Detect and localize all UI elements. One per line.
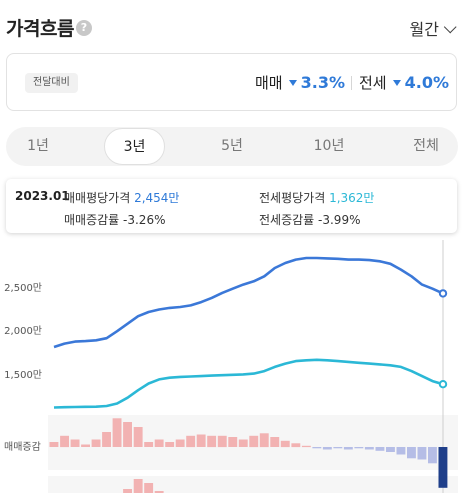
- series-endpoint-sale: [438, 289, 448, 298]
- sale-change-bar: [154, 439, 164, 447]
- tooltip-rent-rate-label: 전세증감률: [259, 213, 315, 227]
- sale-change-bar: [249, 435, 259, 448]
- sale-change-bar: [438, 447, 448, 488]
- tooltip-rent-rate-value: -3.99%: [318, 213, 361, 227]
- sale-change-bar: [165, 442, 175, 447]
- rent-change-bar: [133, 479, 143, 493]
- chevron-down-icon: [443, 20, 457, 34]
- series-line-sale: [53, 256, 444, 349]
- tab-5-years[interactable]: 5년: [221, 138, 243, 154]
- y-tick-label: 2,000만: [4, 326, 42, 337]
- tooltip-rent-rate: 전세증감률 -3.99%: [259, 211, 360, 228]
- rent-change-bar: [123, 489, 132, 493]
- sale-change-bar: [386, 447, 395, 452]
- sale-change-bar: [112, 418, 122, 447]
- sale-change-bar: [301, 445, 311, 448]
- sale-change-bar: [375, 447, 385, 451]
- sale-change-bar: [238, 439, 248, 447]
- sale-change: 매매 3.3%: [255, 72, 345, 93]
- sale-change-value: 3.3%: [300, 73, 345, 92]
- period-select-label: 월간: [409, 20, 439, 39]
- sale-change-bar: [280, 440, 290, 448]
- sale-change-bar: [175, 439, 185, 447]
- rent-change-bar: [144, 483, 154, 493]
- sale-change-bar: [333, 447, 343, 449]
- tooltip-rent-avg-label: 전세평당가격: [259, 191, 326, 205]
- sale-change-bar: [49, 442, 59, 447]
- divider: [351, 76, 352, 90]
- sale-change-bar: [133, 427, 143, 447]
- y-tick-label: 2,500만: [4, 283, 42, 294]
- sale-change-bar: [396, 447, 406, 455]
- tooltip-rent-avg: 전세평당가격 1,362만: [259, 189, 374, 206]
- sale-change-bar: [291, 443, 301, 448]
- help-icon[interactable]: ?: [76, 20, 92, 36]
- sale-change-bar: [364, 447, 374, 450]
- sale-change-bar: [428, 447, 437, 464]
- sale-change-bar: [312, 447, 322, 449]
- sale-change-bar: [259, 433, 269, 448]
- sale-change-bar: [102, 432, 111, 447]
- rent-change-label: 전세: [359, 74, 387, 92]
- sale-change-bar: [81, 444, 90, 447]
- sale-change-bar: [354, 447, 364, 449]
- sale-change-bar: [217, 435, 227, 448]
- section-header: 가격흐름 ? 월간: [6, 14, 458, 48]
- sale-change-bar: [123, 422, 132, 447]
- tab-10-years[interactable]: 10년: [313, 138, 345, 154]
- section-title: 가격흐름: [6, 18, 74, 40]
- y-tick-label: 1,500만: [4, 370, 42, 381]
- tooltip-sale-rate-value: -3.26%: [123, 213, 166, 227]
- sale-change-bar: [186, 435, 196, 448]
- chart-tooltip: 2023.01 매매평당가격 2,454만 매매증감률 -3.26% 전세평당가…: [6, 179, 457, 233]
- tooltip-sale-avg-value: 2,454만: [134, 191, 180, 205]
- tooltip-date: 2023.01: [15, 189, 70, 203]
- sale-change-bar: [322, 447, 332, 450]
- bar-chart-background: [48, 476, 458, 493]
- sale-change-bar: [417, 447, 427, 460]
- change-summary-card: 전달대비 매매 3.3% 전세 4.0%: [6, 53, 457, 111]
- sale-change-bar: [407, 447, 416, 459]
- rent-change-value: 4.0%: [404, 73, 449, 92]
- tab-3-years[interactable]: 3년: [104, 128, 165, 165]
- sale-change-bar: [228, 437, 238, 447]
- series-endpoint-rent: [438, 380, 448, 389]
- rent-change: 전세 4.0%: [359, 72, 449, 93]
- sale-change-bar: [60, 435, 69, 448]
- tooltip-sale-rate-label: 매매증감률: [64, 213, 120, 227]
- tooltip-sale-rate: 매매증감률 -3.26%: [64, 211, 165, 228]
- tab-1-year[interactable]: 1년: [27, 138, 49, 154]
- rent-change-bar: [154, 491, 164, 493]
- chart-canvas: [48, 240, 458, 493]
- triangle-down-icon: [288, 79, 297, 86]
- tooltip-sale-avg-label: 매매평당가격: [64, 191, 131, 205]
- sale-change-bar: [91, 439, 101, 447]
- period-select[interactable]: 월간: [409, 16, 457, 40]
- tab-all[interactable]: 전체: [413, 138, 439, 154]
- tooltip-sale-avg: 매매평당가격 2,454만: [64, 189, 179, 206]
- triangle-down-icon: [392, 79, 401, 86]
- price-trend-chart[interactable]: 2,500만 2,000만 1,500만 매매증감: [0, 240, 467, 493]
- sale-change-bar: [70, 439, 80, 447]
- sale-change-bar: [196, 434, 206, 447]
- series-line-rent: [53, 358, 444, 409]
- sale-change-bar: [343, 447, 353, 450]
- sale-change-bar: [144, 442, 154, 447]
- tooltip-rent-avg-value: 1,362만: [329, 191, 375, 205]
- sale-change-bar-label: 매매증감: [4, 442, 41, 453]
- comparison-badge: 전달대비: [25, 73, 78, 93]
- sale-change-bar: [207, 435, 217, 448]
- sale-change-bar: [270, 437, 280, 447]
- period-tabs: 1년 3년 5년 10년 전체: [6, 127, 458, 166]
- sale-change-label: 매매: [255, 74, 283, 92]
